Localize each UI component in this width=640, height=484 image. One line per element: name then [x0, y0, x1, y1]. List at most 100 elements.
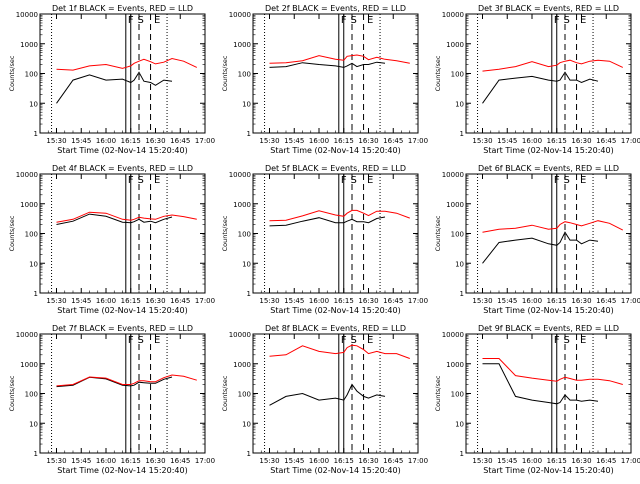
x-tick-label: 16:45: [170, 457, 190, 465]
y-tick-label: 10: [29, 420, 38, 428]
series-lld: [56, 57, 198, 71]
x-axis-label: Start Time (02-Nov-14 15:20:40): [483, 146, 613, 155]
y-tick-label: 10: [29, 260, 38, 268]
series-events: [269, 216, 386, 227]
marker-label-f: F: [554, 175, 560, 186]
marker-label-f: F: [128, 15, 134, 26]
x-tick-label: 17:00: [195, 137, 215, 145]
x-tick-label: 16:45: [170, 297, 190, 305]
x-tick-label: 15:30: [472, 297, 492, 305]
plot-frame: [252, 13, 419, 134]
x-tick-label: 16:15: [547, 297, 567, 305]
x-tick-label: 16:15: [121, 137, 141, 145]
x-tick-label: 15:45: [284, 137, 304, 145]
x-tick-label: 15:30: [259, 137, 279, 145]
x-tick-label: 16:30: [358, 137, 378, 145]
y-tick-label: 10000: [442, 171, 464, 179]
y-tick-label: 10000: [229, 171, 251, 179]
marker-label-e: E: [154, 175, 160, 186]
marker-label-s: S: [350, 15, 356, 26]
x-tick-label: 17:00: [408, 137, 428, 145]
marker-label-s: S: [137, 15, 143, 26]
series-lld: [269, 54, 410, 64]
x-axis-label: Start Time (02-Nov-14 15:20:40): [57, 146, 187, 155]
y-tick-label: 1: [34, 130, 38, 138]
x-tick-label: 16:00: [522, 137, 542, 145]
marker-label-s: S: [137, 335, 143, 346]
marker-label-s: S: [563, 175, 569, 186]
y-tick-label: 1: [247, 290, 251, 298]
marker-label-s: S: [137, 175, 143, 186]
x-tick-label: 16:15: [547, 457, 567, 465]
x-tick-label: 16:15: [121, 297, 141, 305]
y-tick-label: 100: [25, 391, 38, 399]
x-tick-label: 17:00: [408, 457, 428, 465]
x-tick-label: 17:00: [195, 457, 215, 465]
x-tick-label: 16:30: [145, 137, 165, 145]
x-axis-label: Start Time (02-Nov-14 15:20:40): [57, 306, 187, 315]
x-tick-label: 16:00: [96, 457, 116, 465]
y-tick-label: 1000: [233, 41, 251, 49]
y-tick-label: 100: [451, 391, 464, 399]
x-tick-label: 16:00: [522, 457, 542, 465]
panel-title: Det 7f BLACK = Events, RED = LLD: [52, 324, 193, 333]
x-tick-label: 16:00: [96, 137, 116, 145]
panel-det-9: Det 9f BLACK = Events, RED = LLD 1 10 100 10…: [434, 324, 640, 475]
panel-title: Det 2f BLACK = Events, RED = LLD: [265, 4, 406, 13]
marker-label-f: F: [128, 335, 134, 346]
y-tick-label: 10000: [442, 11, 464, 19]
plot-frame: [39, 13, 206, 134]
marker-label-s: S: [563, 335, 569, 346]
y-tick-label: 10: [455, 420, 464, 428]
series-lld: [482, 59, 624, 72]
x-tick-label: 15:30: [46, 137, 66, 145]
series-events: [482, 231, 599, 264]
y-axis-label: Counts/sec: [221, 375, 229, 411]
marker-label-f: F: [554, 335, 560, 346]
marker-label-s: S: [350, 335, 356, 346]
panel-det-8: Det 8f BLACK = Events, RED = LLD 1 10 100 10…: [221, 324, 428, 475]
x-tick-label: 16:45: [596, 457, 616, 465]
x-tick-label: 16:30: [571, 297, 591, 305]
panel-det-5: Det 5f BLACK = Events, RED = LLD 1 10 100 10…: [221, 164, 428, 315]
y-tick-label: 10000: [16, 11, 38, 19]
x-tick-label: 16:30: [358, 297, 378, 305]
series-events: [269, 383, 386, 406]
plot-frame: [39, 333, 206, 454]
marker-label-f: F: [128, 175, 134, 186]
x-tick-label: 15:45: [71, 137, 91, 145]
y-tick-label: 10: [242, 100, 251, 108]
x-tick-label: 16:30: [358, 457, 378, 465]
x-tick-label: 15:30: [472, 137, 492, 145]
x-tick-label: 17:00: [408, 297, 428, 305]
y-tick-label: 100: [25, 71, 38, 79]
x-tick-label: 15:45: [284, 297, 304, 305]
x-tick-label: 15:45: [497, 457, 517, 465]
marker-label-e: E: [367, 335, 373, 346]
y-tick-label: 1: [460, 290, 464, 298]
x-tick-label: 16:00: [309, 457, 329, 465]
x-axis-label: Start Time (02-Nov-14 15:20:40): [483, 466, 613, 475]
panel-det-1: Det 1f BLACK = Events, RED = LLD 1 10 100 10…: [8, 4, 215, 155]
series-events: [56, 213, 173, 225]
x-tick-label: 15:30: [472, 457, 492, 465]
y-tick-label: 10: [242, 260, 251, 268]
marker-label-f: F: [341, 335, 347, 346]
y-tick-label: 1000: [233, 361, 251, 369]
plot-frame: [465, 13, 632, 134]
marker-label-s: S: [563, 15, 569, 26]
x-tick-label: 15:45: [71, 297, 91, 305]
panel-title: Det 6f BLACK = Events, RED = LLD: [478, 164, 619, 173]
plot-frame: [39, 173, 206, 294]
y-tick-label: 1000: [20, 41, 38, 49]
x-tick-label: 16:45: [170, 137, 190, 145]
marker-label-f: F: [554, 15, 560, 26]
y-tick-label: 10: [29, 100, 38, 108]
plot-frame: [465, 333, 632, 454]
x-axis-label: Start Time (02-Nov-14 15:20:40): [483, 306, 613, 315]
plot-frame: [252, 333, 419, 454]
x-tick-label: 15:30: [46, 457, 66, 465]
panel-title: Det 9f BLACK = Events, RED = LLD: [478, 324, 619, 333]
x-axis-label: Start Time (02-Nov-14 15:20:40): [270, 146, 400, 155]
